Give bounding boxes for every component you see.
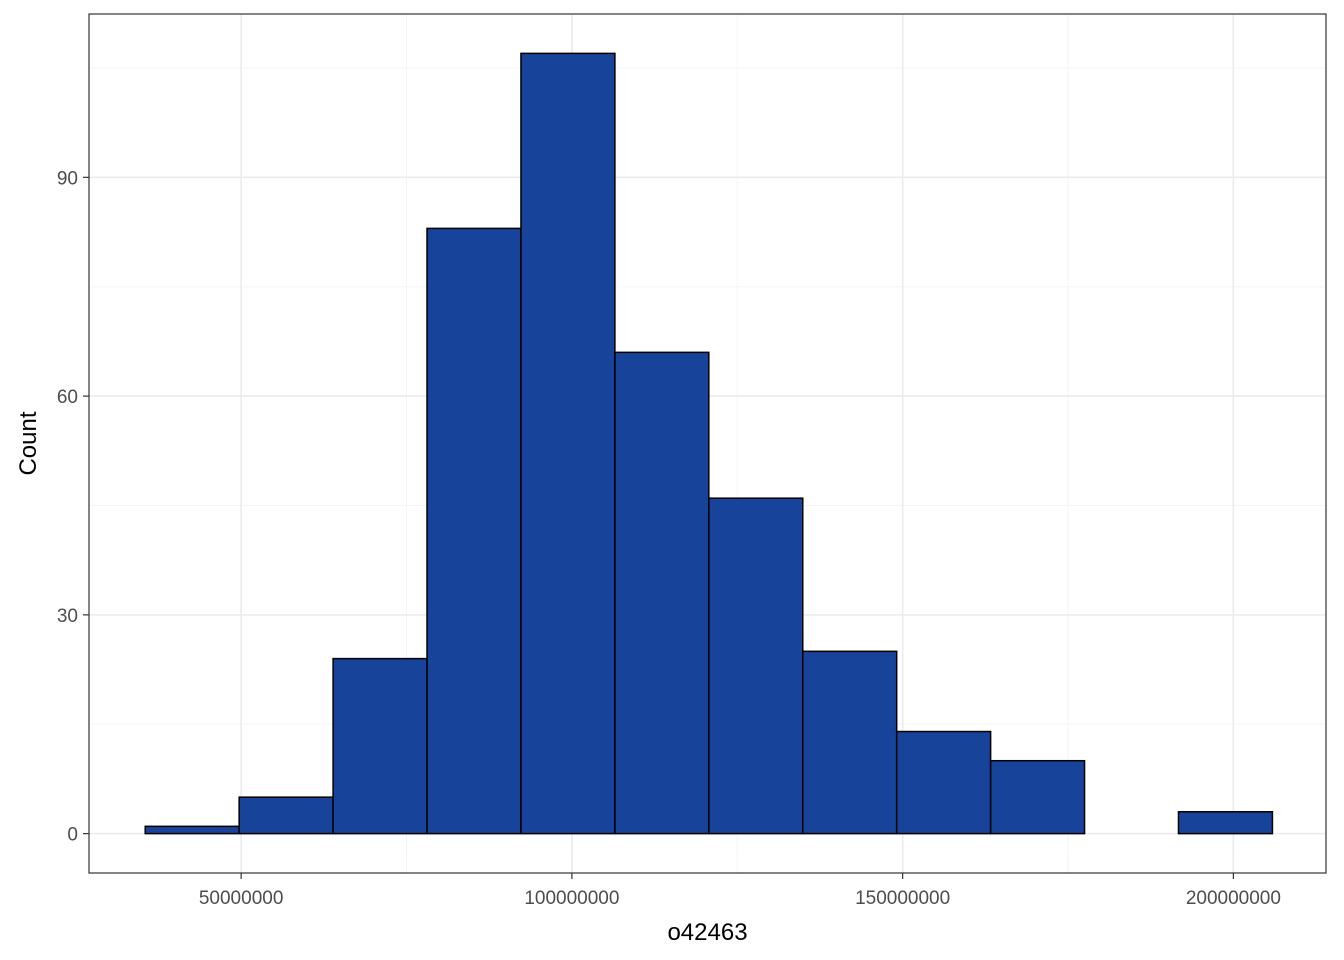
y-axis-title: Count bbox=[15, 411, 42, 475]
y-tick-label: 0 bbox=[67, 825, 78, 846]
x-tick-label: 200000000 bbox=[1186, 888, 1281, 909]
panel-border bbox=[88, 13, 1327, 874]
histogram-bar bbox=[426, 227, 522, 835]
x-axis-title: o42463 bbox=[667, 919, 747, 946]
histogram-bar bbox=[238, 796, 334, 835]
y-tick-label: 30 bbox=[57, 606, 78, 627]
x-tick-label: 50000000 bbox=[199, 888, 284, 909]
histogram-bar bbox=[989, 759, 1086, 835]
x-tick-label: 150000000 bbox=[855, 888, 950, 909]
y-tick-label: 60 bbox=[57, 387, 78, 408]
histogram-bar bbox=[895, 730, 992, 835]
histogram-bars bbox=[144, 52, 1274, 835]
x-axis: 50000000 100000000 150000000 200000000 bbox=[199, 873, 1281, 909]
y-axis: 0 30 60 90 bbox=[57, 168, 89, 846]
y-tick-label: 90 bbox=[57, 168, 78, 189]
histogram-bar bbox=[144, 825, 240, 835]
x-tick-label: 100000000 bbox=[524, 888, 619, 909]
histogram-bar bbox=[802, 650, 898, 835]
histogram-bar bbox=[614, 351, 710, 835]
histogram-bar bbox=[520, 52, 616, 835]
histogram-bar bbox=[708, 497, 804, 835]
histogram-bar bbox=[332, 657, 428, 835]
histogram-bar bbox=[1177, 810, 1274, 835]
